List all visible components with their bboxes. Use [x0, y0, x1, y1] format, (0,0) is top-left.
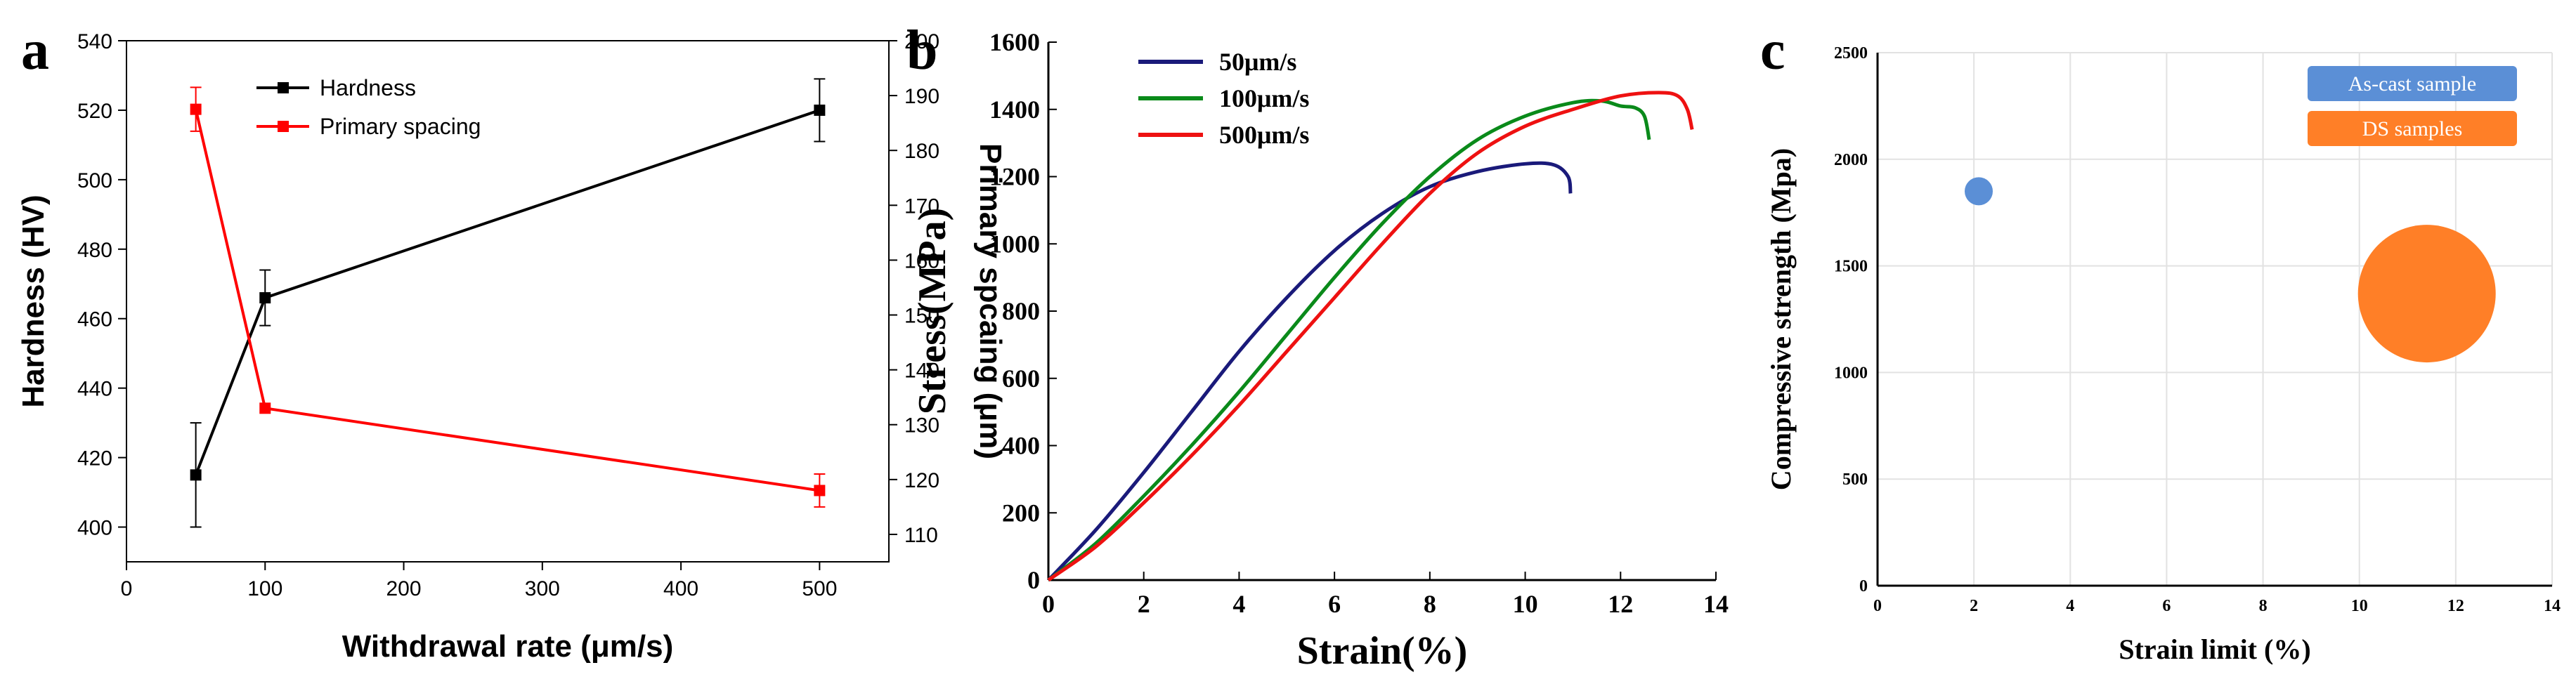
panel-c-legend-label: As-cast sample: [2348, 72, 2476, 96]
panel-b-x-tick-label: 14: [1703, 590, 1729, 618]
panel-b-y-tick-label: 1000: [989, 230, 1040, 258]
panel-b-y-tick-label: 200: [1002, 499, 1040, 527]
panel-b-legend-label: 100μm/s: [1219, 84, 1309, 112]
panel-a-legend-marker: [278, 82, 289, 93]
panel-a-y2-tick-label: 140: [904, 360, 939, 383]
panel-c-x-tick-label: 6: [2162, 597, 2171, 615]
panel-c-y-tick-label: 2000: [1834, 151, 1868, 169]
panel-b-y-tick-label: 0: [1027, 566, 1040, 594]
panel-a-y-tick-label: 460: [77, 308, 112, 331]
panel-c-x-tick-label: 8: [2259, 597, 2268, 615]
panel-b-legend-label: 500μm/s: [1219, 121, 1309, 149]
panel-b-legend-label: 50μm/s: [1219, 48, 1296, 76]
panel-c-x-tick-label: 12: [2447, 597, 2464, 615]
panel-b-x-tick-label: 4: [1232, 590, 1245, 618]
panel-a-y-tick-label: 500: [77, 169, 112, 192]
panel-b-x-tick-label: 2: [1138, 590, 1150, 618]
panel-a-x-tick-label: 300: [525, 577, 560, 600]
panel-c-x-tick-label: 0: [1873, 597, 1882, 615]
panel-a-y2-tick-label: 120: [904, 469, 939, 492]
panel-a-x-tick-label: 200: [386, 577, 422, 600]
panel-a-frame: [126, 40, 890, 563]
panel-b-x-label: Strain(%): [1297, 629, 1468, 673]
panel-a-series-line: [194, 109, 821, 476]
panel-a-y-tick-label: 540: [77, 30, 112, 53]
panel-b-y-tick-label: 400: [1002, 432, 1040, 460]
panel-a-y2-tick-label: 190: [904, 85, 939, 108]
panel-c-legend-label: DS samples: [2362, 117, 2463, 140]
panel-b-letter: b: [906, 20, 938, 81]
panel-a-y-tick-label: 440: [77, 378, 112, 401]
panel-b-x-tick-label: 10: [1513, 590, 1538, 618]
panel-a-marker: [814, 104, 826, 116]
panel-b-series-line: [1047, 91, 1694, 582]
panel-b-x-tick-label: 8: [1424, 590, 1436, 618]
panel-a-x-tick-label: 500: [802, 577, 837, 600]
panel-a-x-label: Withdrawal rate (μm/s): [342, 629, 674, 664]
panel-b-series-line: [1047, 161, 1573, 581]
panel-a-legend-label: Hardness: [320, 75, 416, 100]
panel-b-y-label: Stress(MPa): [911, 208, 954, 414]
panel-c-point: [1965, 177, 1993, 206]
panel-a-y2-tick-label: 180: [904, 140, 939, 163]
panel-a-y-tick-label: 420: [77, 447, 112, 471]
panel-a-x-tick-label: 0: [121, 577, 133, 600]
panel-a-legend-label: Primary spacing: [320, 114, 481, 139]
panel-c-legend-box: [2308, 66, 2517, 101]
panel-a-marker: [190, 469, 202, 481]
panel-c-y-tick-label: 2500: [1834, 44, 1868, 63]
panel-c-y-tick-label: 0: [1859, 577, 1868, 596]
panel-a-y2-tick-label: 110: [904, 524, 938, 547]
panel-c-y-label: Compressive strength (Mpa): [1765, 148, 1797, 490]
panel-a-y-tick-label: 480: [77, 239, 112, 262]
panel-b-x-tick-label: 0: [1042, 590, 1055, 618]
panel-a-letter: a: [21, 20, 49, 81]
panel-a-x-tick-label: 100: [247, 577, 282, 600]
panel-a-marker: [259, 402, 271, 414]
panel-b-x-tick-label: 12: [1608, 590, 1633, 618]
panel-a-y2-tick-label: 200: [904, 30, 939, 53]
panel-b-y-tick-label: 600: [1002, 364, 1040, 393]
panel-a-x-tick-label: 400: [663, 577, 698, 600]
panel-c-x-tick-label: 14: [2544, 597, 2561, 615]
panel-b-series-line: [1047, 98, 1651, 581]
panel-c-y-tick-label: 1500: [1834, 258, 1868, 276]
panel-a-y2-tick-label: 160: [904, 249, 939, 272]
panel-b-y-tick-label: 1600: [989, 28, 1040, 56]
panel-c-legend-box: [2308, 111, 2517, 146]
panel-b-y-tick-label: 1400: [989, 96, 1040, 124]
panel-a-y2-tick-label: 170: [904, 195, 939, 218]
panel-a-legend-marker: [278, 121, 289, 132]
panel-c-y-tick-label: 1000: [1834, 364, 1868, 382]
panel-c-letter: c: [1760, 20, 1785, 81]
panel-c-x-label: Strain limit (%): [2119, 633, 2310, 665]
panel-a-y-tick-label: 400: [77, 517, 112, 540]
panel-b-y-tick-label: 1200: [989, 163, 1040, 191]
panel-a-y2-label: Primary spcaing (μm): [973, 143, 1008, 459]
panel-b-y-tick-label: 800: [1002, 297, 1040, 325]
panel-c-x-tick-label: 2: [1970, 597, 1978, 615]
panel-c-point: [2357, 225, 2496, 363]
panel-b-x-tick-label: 6: [1328, 590, 1341, 618]
panel-c-y-tick-label: 500: [1842, 471, 1868, 489]
panel-a-series-line: [194, 109, 820, 492]
panel-a-y2-tick-label: 130: [904, 414, 939, 438]
panel-c-x-tick-label: 10: [2351, 597, 2368, 615]
panel-a-y-tick-label: 520: [77, 100, 112, 123]
panel-a-marker: [259, 292, 271, 304]
panel-c-x-tick-label: 4: [2066, 597, 2074, 615]
panel-a-marker: [814, 485, 826, 496]
panel-a-y2-tick-label: 150: [904, 305, 939, 328]
panel-a-marker: [190, 103, 202, 115]
panel-a-y-label: Hardness (HV): [16, 195, 51, 407]
